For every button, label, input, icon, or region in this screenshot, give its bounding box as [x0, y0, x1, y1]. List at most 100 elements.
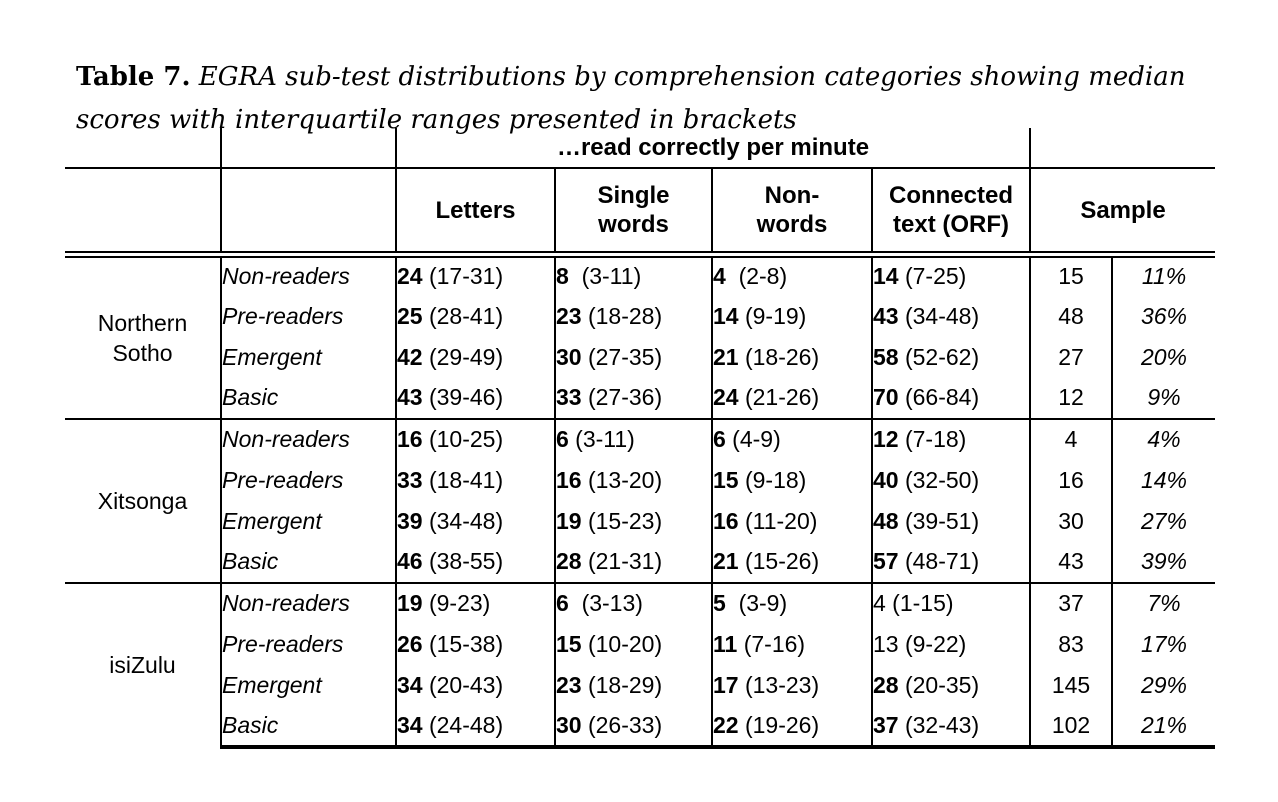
median-value: 22 — [713, 711, 739, 738]
iqr-range: (27-35) — [581, 343, 663, 370]
median-value: 14 — [873, 263, 899, 290]
iqr-range: (39-51) — [898, 507, 980, 534]
iqr-range: (52-62) — [898, 343, 980, 370]
score-cell: 43 (34-48) — [872, 295, 1031, 337]
sample-percent-cell: 4% — [1112, 417, 1215, 460]
median-value: 4 — [713, 263, 726, 290]
category-cell: Basic — [221, 377, 397, 419]
median-value: 21 — [713, 343, 739, 370]
sample-percent-cell: 9% — [1147, 384, 1181, 410]
median-value: 15 — [556, 630, 582, 657]
category-cell: Emergent — [221, 664, 397, 706]
median-value: 14 — [713, 302, 739, 329]
iqr-range: (15-26) — [738, 548, 820, 574]
table-row: Basic 43 (39-46) 33 (27-36) 24 (21-26) 70 (6… — [65, 377, 1215, 419]
iqr-range: (20-35) — [898, 671, 980, 698]
category-cell: Non-readers — [221, 417, 397, 460]
score-cell: 15 (9-18) — [712, 459, 873, 501]
median-value: 13 — [873, 630, 899, 657]
median-value: 37 — [873, 711, 899, 738]
score-cell: 34 (20-43) — [396, 664, 556, 706]
sample-count-cell: 16 — [1030, 459, 1113, 501]
iqr-range: (34-48) — [898, 302, 980, 329]
sample-percent-cell: 7% — [1112, 581, 1215, 624]
score-cell: 33 (27-36) — [555, 377, 713, 419]
category-cell: Basic — [221, 541, 397, 583]
median-value: 19 — [397, 590, 423, 616]
sample-percent-cell: 17% — [1140, 630, 1188, 657]
sample-percent-cell: 11% — [1141, 263, 1187, 290]
iqr-range: (7-18) — [898, 426, 967, 452]
median-value: 28 — [873, 671, 899, 698]
median-value: 12 — [873, 426, 899, 452]
score-cell: 40 (32-50) — [872, 459, 1031, 501]
median-value: 70 — [873, 384, 899, 410]
median-value: 42 — [397, 343, 423, 370]
caption-text: EGRA sub-test distributions by comprehen… — [76, 62, 1186, 135]
score-cell: 33 (18-41) — [396, 459, 556, 501]
header-row-span: …read correctly per minute — [65, 128, 1215, 169]
score-cell: 70 (66-84) — [872, 377, 1031, 419]
table-row: Basic 46 (38-55) 28 (21-31) 21 (15-26) 57 (4… — [65, 541, 1215, 583]
iqr-range: (28-41) — [422, 302, 504, 329]
iqr-range: (26-33) — [581, 711, 663, 738]
iqr-range: (9-18) — [738, 466, 807, 493]
score-cell: 11 (7-16) — [712, 623, 873, 665]
score-cell: 28 (20-35) — [872, 664, 1031, 706]
iqr-range: (3-13) — [568, 590, 643, 616]
sample-percent-cell: 36% — [1140, 302, 1188, 329]
table-row: Northern Sotho Non-readers 24 (17-31) 8 (3-… — [65, 254, 1215, 419]
table-body: Northern Sotho Non-readers 24 (17-31) 8 (3-… — [65, 254, 1215, 749]
iqr-range: (32-43) — [898, 711, 980, 738]
category-cell: Emergent — [221, 336, 397, 378]
score-cell: 15 (10-20) — [555, 623, 713, 665]
category-cell: Non-readers — [221, 581, 397, 624]
iqr-range: (34-48) — [422, 507, 504, 534]
category-cell: Pre-readers — [221, 295, 397, 337]
score-cell: 21 (18-26) — [712, 336, 873, 378]
score-cell: 14 (9-19) — [712, 295, 873, 337]
median-value: 40 — [873, 466, 899, 493]
median-value: 19 — [556, 507, 582, 534]
score-cell: 19 (9-23) — [396, 581, 556, 624]
sample-count-cell: 37 — [1030, 581, 1113, 624]
sample-count-cell: 12 — [1030, 377, 1113, 419]
language-cell: Xitsonga — [65, 417, 222, 583]
sample-percent-cell: 21% — [1112, 705, 1215, 749]
median-value: 34 — [397, 671, 423, 698]
median-value: 24 — [713, 384, 739, 410]
header-blank-language — [65, 128, 222, 169]
header-sample: Sample — [1030, 168, 1215, 258]
iqr-range: (32-50) — [898, 466, 980, 493]
header-letters: Letters — [396, 168, 556, 258]
iqr-range: (10-25) — [422, 426, 504, 452]
sample-count-cell: 4 — [1030, 417, 1113, 460]
median-value: 58 — [873, 343, 899, 370]
score-cell: 6 (3-13) — [555, 581, 713, 624]
score-cell: 34 (24-48) — [396, 705, 556, 749]
median-value: 4 — [873, 590, 886, 616]
iqr-range: (48-71) — [898, 548, 980, 574]
header-blank-category — [221, 128, 397, 169]
header-row-columns: Letters Single words Non- words Connecte… — [65, 168, 1215, 258]
header-single-words: Single words — [555, 168, 713, 258]
caption-label: Table 7. — [76, 62, 191, 92]
sample-count-cell: 27 — [1030, 336, 1113, 378]
iqr-range: (21-26) — [738, 384, 820, 410]
sample-count-cell: 145 — [1030, 664, 1113, 706]
category-cell: Pre-readers — [221, 459, 397, 501]
score-cell: 24 (21-26) — [712, 377, 873, 419]
iqr-range: (15-23) — [581, 507, 663, 534]
header-blank-category-2 — [221, 168, 397, 258]
category-cell: Pre-readers — [221, 623, 397, 665]
header-read-correctly: …read correctly per minute — [396, 128, 1031, 169]
median-value: 33 — [556, 384, 582, 410]
iqr-range: (1-15) — [885, 590, 954, 616]
sample-percent-cell: 39% — [1140, 548, 1188, 574]
iqr-range: (18-41) — [422, 466, 504, 493]
score-cell: 6 (3-11) — [555, 417, 713, 460]
iqr-range: (66-84) — [898, 384, 980, 410]
category-cell: Non-readers — [221, 254, 397, 296]
iqr-range: (27-36) — [581, 384, 663, 410]
